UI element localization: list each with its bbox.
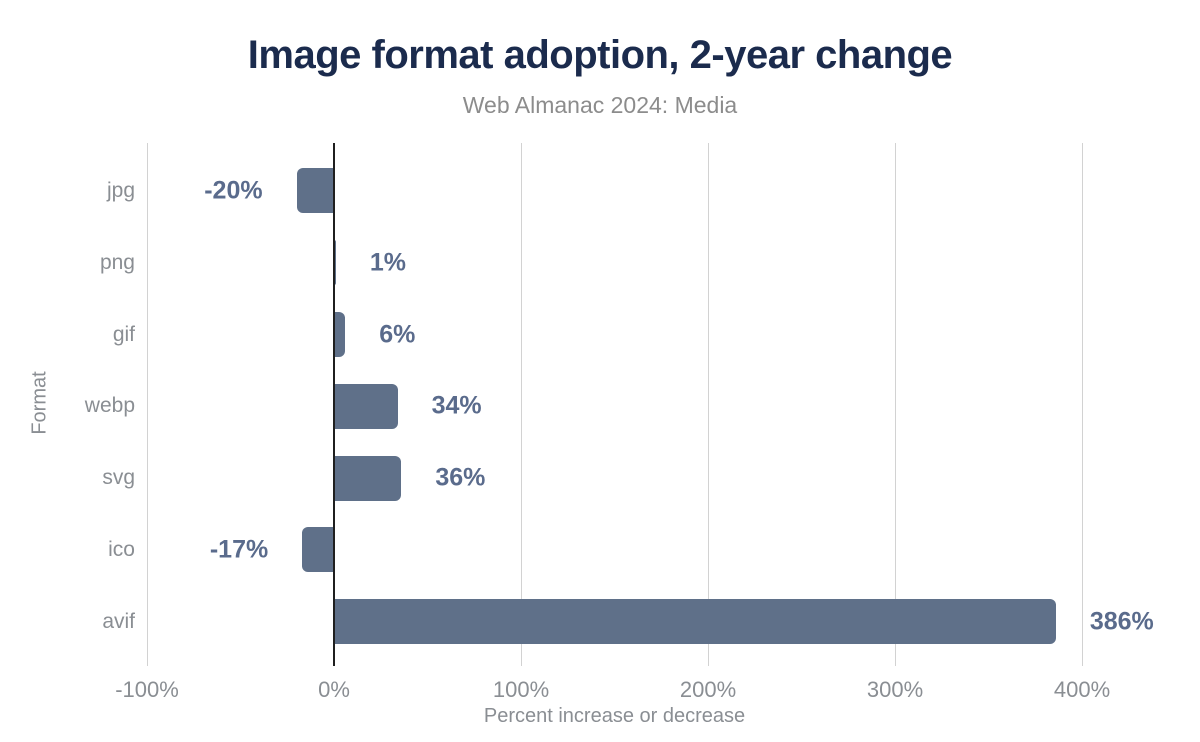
x-tick-label: 400%	[1053, 677, 1111, 702]
category-label-gif: gif	[112, 322, 135, 346]
x-tick-label: 0%	[318, 677, 350, 702]
category-label-svg: svg	[102, 466, 135, 490]
chart-title: Image format adoption, 2-year change	[247, 33, 953, 77]
gridline-200	[708, 143, 709, 666]
bar-avif	[334, 599, 1056, 645]
value-label-avif: 386%	[1089, 607, 1154, 636]
x-axis-title: Percent increase or decrease	[483, 705, 746, 727]
bar-webp	[334, 383, 398, 429]
gridline--100	[147, 143, 148, 666]
x-tick-label: 300%	[866, 677, 924, 702]
category-label-ico: ico	[108, 537, 135, 561]
x-tick-label: 200%	[679, 677, 737, 702]
value-label-gif: 6%	[379, 320, 416, 348]
bar-svg	[334, 455, 402, 501]
gridline-300	[895, 143, 896, 666]
category-label-avif: avif	[102, 609, 135, 633]
category-label-jpg: jpg	[106, 178, 135, 202]
bar-jpg	[296, 168, 334, 214]
value-label-svg: 36%	[435, 463, 486, 492]
x-tick-label: 100%	[492, 677, 550, 702]
bar-gif	[334, 312, 346, 357]
value-label-jpg: -20%	[204, 176, 263, 205]
category-label-webp: webp	[84, 394, 135, 418]
value-label-png: 1%	[369, 248, 406, 277]
bar-ico	[302, 527, 334, 573]
value-label-webp: 34%	[431, 391, 482, 420]
chart-subtitle: Web Almanac 2024: Media	[462, 92, 738, 118]
gridline-100	[521, 143, 522, 666]
value-label-ico: -17%	[209, 535, 269, 564]
zero-axis-line	[333, 143, 335, 666]
gridline-400	[1082, 143, 1083, 666]
x-tick-label: -100%	[115, 677, 179, 702]
category-label-png: png	[99, 250, 135, 274]
